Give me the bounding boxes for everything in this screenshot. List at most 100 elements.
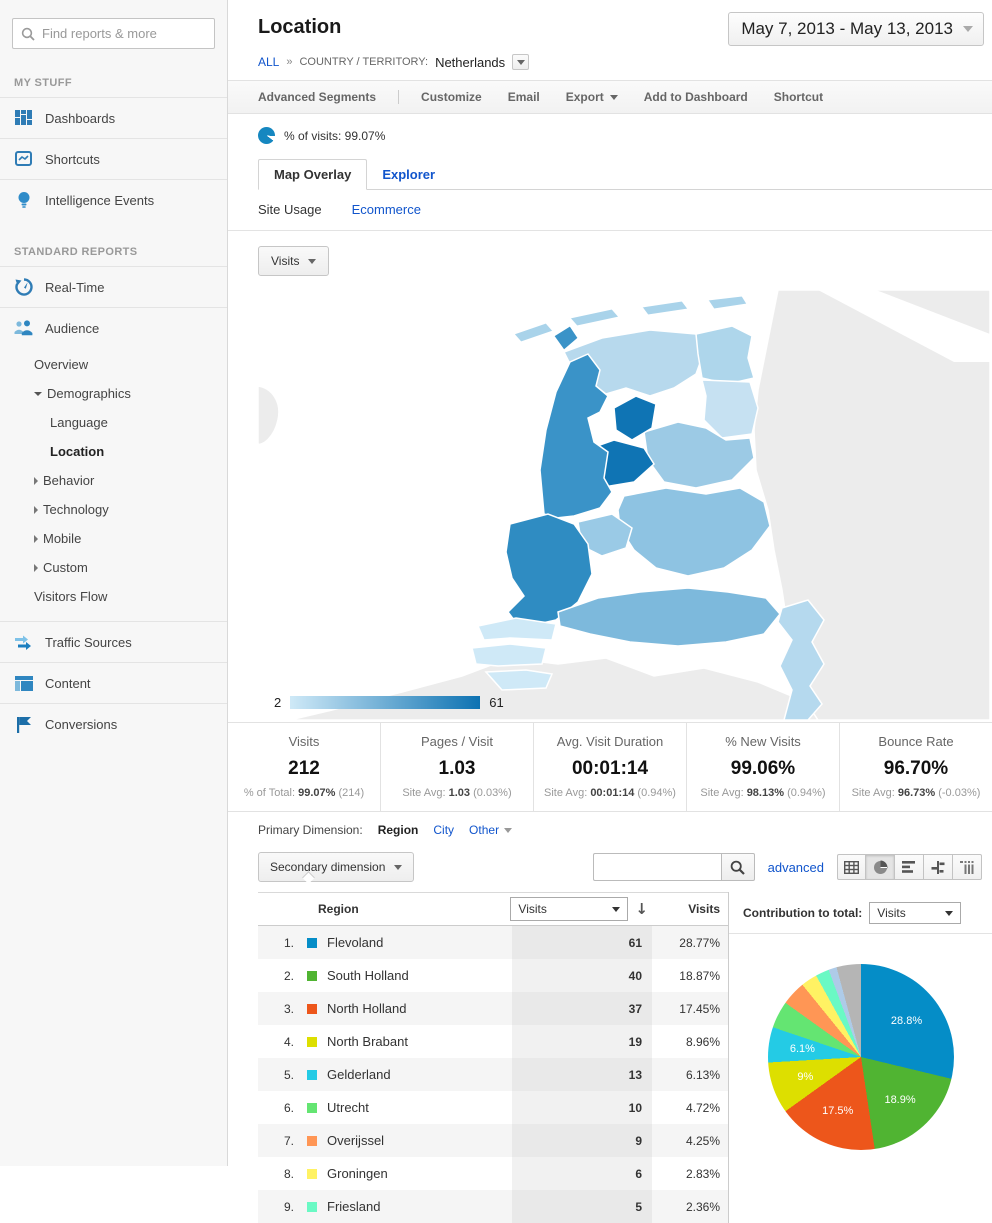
geo-map-netherlands[interactable]: 2 61	[258, 290, 990, 720]
breadcrumb-dimension: COUNTRY / TERRITORY:	[299, 56, 429, 68]
region-name[interactable]: North Brabant	[327, 1034, 408, 1049]
region-visits-value: 19	[512, 1025, 652, 1058]
region-visits-value: 9	[512, 1124, 652, 1157]
column-header-visits[interactable]: Visits	[688, 902, 720, 916]
table-row[interactable]: 3. North Holland 37 17.45%	[258, 992, 728, 1025]
sidebar-item-real-time[interactable]: Real-Time	[0, 266, 227, 307]
section-standard-reports: STANDARD REPORTS	[14, 246, 138, 258]
province-flevoland-polder	[613, 395, 657, 441]
table-search-input[interactable]	[592, 853, 721, 881]
sidebar-item-mobile[interactable]: Mobile	[0, 524, 227, 553]
email-button[interactable]: Email	[507, 90, 540, 104]
row-rank: 2.	[283, 968, 294, 983]
metrics-summary: Visits 212 % of Total: 99.07% (214) Page…	[228, 722, 992, 812]
add-to-dashboard-button[interactable]: Add to Dashboard	[643, 90, 748, 104]
region-name[interactable]: North Holland	[327, 1001, 407, 1016]
advanced-segments-button[interactable]: Advanced Segments	[258, 90, 400, 104]
export-button[interactable]: Export	[566, 90, 618, 104]
table-toolbar: Secondary dimension advanced	[258, 846, 992, 892]
row-rank: 7.	[283, 1133, 294, 1148]
table-row[interactable]: 7. Overijssel 9 4.25%	[258, 1124, 728, 1157]
sort-direction-icon[interactable]: ↓	[635, 900, 648, 918]
dimension-city[interactable]: City	[433, 823, 455, 837]
date-range-picker[interactable]: May 7, 2013 - May 13, 2013	[728, 12, 984, 46]
region-visits-pct: 2.36%	[685, 1199, 720, 1214]
shortcut-button[interactable]: Shortcut	[773, 90, 824, 104]
tab-explorer[interactable]: Explorer	[382, 167, 436, 182]
dimension-other[interactable]: Other	[469, 823, 513, 837]
dimension-region[interactable]: Region	[377, 823, 419, 837]
table-row[interactable]: 4. North Brabant 19 8.96%	[258, 1025, 728, 1058]
view-table-button[interactable]	[837, 854, 866, 880]
view-pivot-button[interactable]	[953, 854, 982, 880]
table-row[interactable]: 8. Groningen 6 2.83%	[258, 1157, 728, 1190]
table-row[interactable]: 1. Flevoland 61 28.77%	[258, 926, 728, 959]
row-rank: 4.	[283, 1034, 294, 1049]
map-metric-selector[interactable]: Visits	[258, 246, 330, 276]
table-row[interactable]: 5. Gelderland 13 6.13%	[258, 1058, 728, 1091]
province-north-holland	[539, 353, 613, 519]
sidebar-item-location[interactable]: Location	[50, 444, 105, 459]
view-comparison-button[interactable]	[924, 854, 953, 880]
sidebar-item-shortcuts[interactable]: Shortcuts	[0, 138, 227, 179]
region-name[interactable]: Overijssel	[327, 1133, 385, 1148]
table-row[interactable]: 6. Utrecht 10 4.72%	[258, 1091, 728, 1124]
view-performance-button[interactable]	[895, 854, 924, 880]
region-name[interactable]: South Holland	[327, 968, 409, 983]
region-color-swatch	[307, 1003, 317, 1014]
sidebar-item-content[interactable]: Content	[0, 662, 227, 703]
sidebar-item-technology[interactable]: Technology	[0, 495, 227, 524]
sidebar: Find reports & more MY STUFF Dashboards …	[0, 0, 228, 1166]
sort-metric-select[interactable]: Visits	[510, 897, 629, 921]
pie-chart[interactable]	[767, 964, 954, 1150]
sidebar-search[interactable]: Find reports & more	[12, 18, 215, 49]
sidebar-item-conversions[interactable]: Conversions	[0, 703, 227, 744]
customize-button[interactable]: Customize	[421, 90, 482, 104]
region-name[interactable]: Groningen	[327, 1166, 388, 1181]
sidebar-item-custom[interactable]: Custom	[0, 553, 227, 582]
view-pie-button[interactable]	[866, 854, 895, 880]
table-search-button[interactable]	[720, 853, 755, 881]
metric-bounce-rate: Bounce Rate 96.70% Site Avg: 96.73% (-0.…	[839, 723, 992, 811]
content-icon	[14, 674, 34, 692]
sidebar-item-traffic-sources[interactable]: Traffic Sources	[0, 621, 227, 662]
legend-gradient-bar[interactable]	[290, 696, 481, 709]
region-color-swatch	[307, 1036, 317, 1047]
sidebar-item-language[interactable]: Language	[50, 415, 108, 430]
subtab-site-usage[interactable]: Site Usage	[258, 202, 322, 217]
expander-right-icon	[34, 534, 38, 543]
search-icon	[730, 860, 745, 875]
sidebar-item-dashboards[interactable]: Dashboards	[0, 97, 227, 138]
chevron-down-icon	[394, 864, 403, 870]
report-tabs: Map Overlay Explorer	[258, 159, 992, 190]
contribution-metric-select[interactable]: Visits	[869, 902, 962, 924]
sidebar-item-label: Traffic Sources	[45, 634, 132, 650]
tab-map-overlay[interactable]: Map Overlay	[258, 159, 368, 190]
sidebar-item-intelligence-events[interactable]: Intelligence Events	[0, 179, 227, 220]
sidebar-item-overview[interactable]: Overview	[34, 357, 89, 372]
region-name[interactable]: Utrecht	[327, 1100, 369, 1115]
region-name[interactable]: Gelderland	[327, 1067, 391, 1082]
pie-view-icon	[873, 860, 887, 874]
secondary-dimension-button[interactable]: Secondary dimension	[258, 852, 415, 882]
breadcrumb-dropdown-button[interactable]	[512, 54, 530, 70]
sidebar-item-behavior[interactable]: Behavior	[0, 466, 227, 495]
region-name[interactable]: Flevoland	[327, 935, 384, 950]
region-name[interactable]: Friesland	[327, 1199, 381, 1214]
table-row[interactable]: 2. South Holland 40 18.87%	[258, 959, 728, 992]
subtab-ecommerce[interactable]: Ecommerce	[351, 202, 421, 217]
sidebar-item-audience[interactable]: Audience	[0, 307, 227, 348]
sidebar-item-label: Conversions	[45, 716, 118, 732]
column-header-region[interactable]: Region	[318, 902, 359, 916]
table-row[interactable]: 9. Friesland 5 2.36%	[258, 1190, 728, 1223]
chevron-down-icon	[308, 258, 317, 264]
breadcrumb-all-link[interactable]: ALL	[258, 55, 280, 69]
sidebar-item-demographics[interactable]: Demographics	[0, 379, 227, 408]
region-visits-value: 10	[512, 1091, 652, 1124]
sidebar-item-visitors-flow[interactable]: Visitors Flow	[34, 589, 108, 604]
search-icon	[21, 27, 35, 41]
chevron-down-icon	[612, 906, 621, 912]
metric-visits: Visits 212 % of Total: 99.07% (214)	[243, 734, 365, 799]
contribution-panel: Contribution to total: Visits 28.8% 18.9%…	[728, 892, 992, 1223]
advanced-search-link[interactable]: advanced	[767, 859, 824, 875]
